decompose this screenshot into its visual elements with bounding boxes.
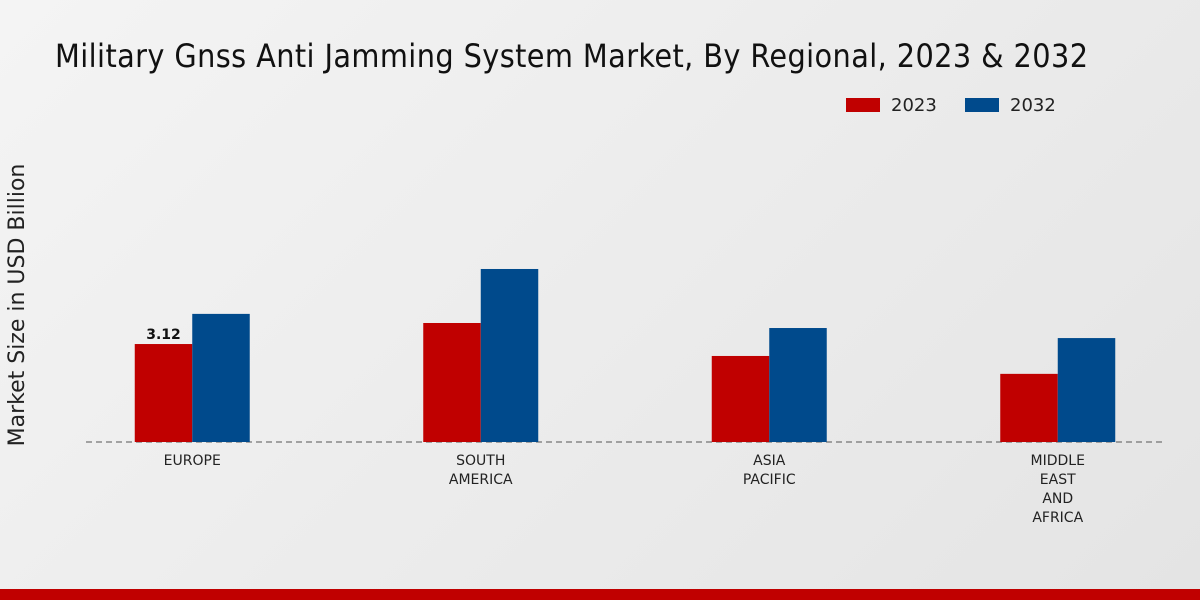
x-tick-label: MIDDLE EAST AND AFRICA	[1030, 453, 1085, 526]
bar	[1000, 373, 1058, 442]
bar	[134, 344, 193, 442]
x-tick-label: ASIA PACIFIC	[742, 453, 796, 488]
legend-label: 2032	[1010, 95, 1056, 116]
footer-bar	[0, 589, 1200, 600]
legend-swatch	[846, 98, 880, 112]
bar	[769, 328, 827, 442]
x-tick-label: EUROPE	[163, 453, 221, 469]
legend-swatch	[965, 98, 999, 112]
legend-label: 2023	[891, 95, 937, 116]
bar	[1057, 338, 1116, 442]
chart-title: Military Gnss Anti Jamming System Market…	[55, 37, 1088, 75]
data-label: 3.12	[146, 327, 181, 343]
bar	[480, 268, 539, 442]
bar	[192, 313, 250, 442]
bar	[423, 322, 481, 442]
x-tick-label: SOUTH AMERICA	[448, 453, 513, 488]
bar	[711, 355, 770, 442]
y-axis-label: Market Size in USD Billion	[5, 164, 30, 447]
